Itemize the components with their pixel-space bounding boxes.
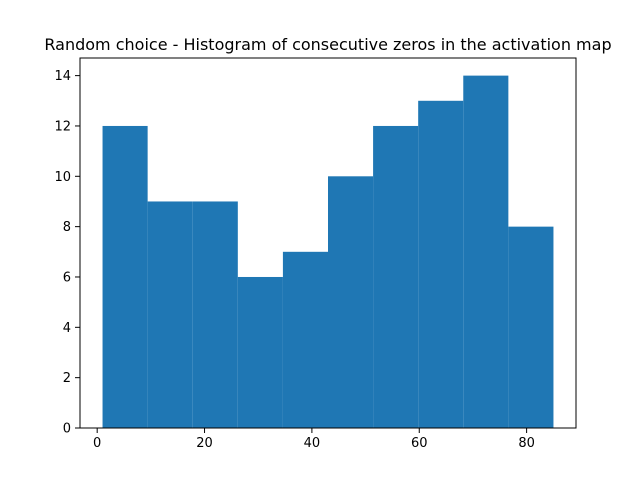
x-tick-label: 20 xyxy=(196,436,213,451)
y-tick-label: 14 xyxy=(54,69,71,84)
plot-frame xyxy=(79,57,577,429)
chart-title: Random choice - Histogram of consecutive… xyxy=(44,35,611,54)
histogram-bar-6 xyxy=(373,125,419,429)
y-tick-label: 8 xyxy=(63,220,71,235)
histogram-bar-7 xyxy=(418,100,464,428)
x-axis: 0 20 40 60 80 xyxy=(93,428,535,451)
x-tick-label: 0 xyxy=(93,436,101,451)
histogram-bar-9 xyxy=(508,226,554,428)
y-tick-label: 6 xyxy=(63,270,71,285)
y-tick-label: 2 xyxy=(63,371,71,386)
y-tick-label: 10 xyxy=(54,170,71,185)
histogram-bar-3 xyxy=(237,276,283,428)
x-tick-label: 60 xyxy=(411,436,428,451)
histogram-bar-0 xyxy=(102,125,148,429)
x-tick-label: 40 xyxy=(304,436,321,451)
y-tick-label: 12 xyxy=(54,119,71,134)
histogram-bar-8 xyxy=(463,75,509,428)
histogram-bar-1 xyxy=(147,201,193,428)
y-tick-label: 4 xyxy=(63,321,71,336)
x-tick-label: 80 xyxy=(518,436,535,451)
y-axis: 0 2 4 6 8 10 12 14 xyxy=(54,69,80,437)
histogram-bar-4 xyxy=(282,251,328,428)
histogram-bar-2 xyxy=(192,201,238,428)
histogram-bar-5 xyxy=(328,176,374,428)
y-tick-label: 0 xyxy=(63,422,71,437)
bars-layer xyxy=(102,75,554,429)
